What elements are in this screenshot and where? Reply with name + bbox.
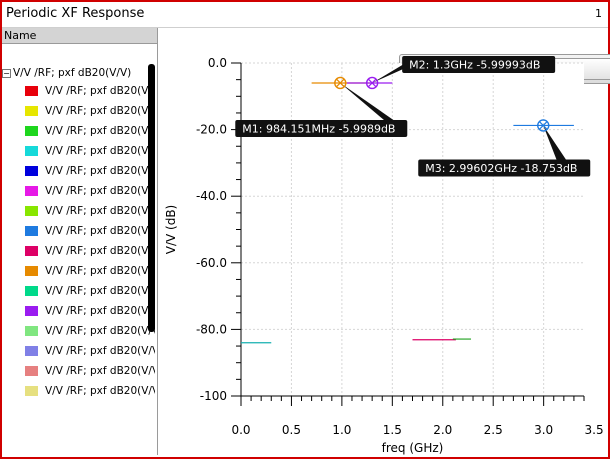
trace-list-item[interactable]: V/V /RF; pxf dB20(V/V)	[25, 201, 155, 221]
marker-callout-label: M3: 2.99602GHz -18.753dB	[425, 162, 577, 175]
trace-color-swatch[interactable]	[25, 266, 38, 276]
trace-label: V/V /RF; pxf dB20(V/V)	[45, 85, 155, 97]
x-tick-label: 0.0	[231, 423, 250, 437]
trace-color-swatch[interactable]	[25, 126, 38, 136]
y-axis-label: V/V (dB)	[164, 205, 178, 255]
trace-label: V/V /RF; pxf dB20(V/V)	[45, 385, 155, 397]
trace-list-item[interactable]: V/V /RF; pxf dB20(V/V)	[25, 161, 155, 181]
marker-cross	[539, 121, 548, 130]
trace-list-item[interactable]: V/V /RF; pxf dB20(V/V)	[25, 321, 155, 341]
trace-list-item[interactable]: V/V /RF; pxf dB20(V/V)	[25, 381, 155, 401]
marker-callout-box[interactable]	[418, 159, 591, 177]
x-tick-label: 2.0	[433, 423, 452, 437]
x-tick-label: 2.5	[484, 423, 503, 437]
trace-color-swatch[interactable]	[25, 286, 38, 296]
marker-point[interactable]	[365, 76, 379, 90]
tab-number[interactable]: 1	[595, 7, 602, 20]
x-tick-label: 0.5	[282, 423, 301, 437]
marker-callout-box[interactable]	[235, 119, 408, 137]
x-tick-label: 3.5	[585, 423, 604, 437]
y-tick-label: -40.0	[196, 189, 227, 203]
sidebar-scrollbar[interactable]	[148, 64, 155, 332]
trace-color-swatch[interactable]	[25, 246, 38, 256]
x-tick-label: 1.0	[332, 423, 351, 437]
trace-list-item[interactable]: V/V /RF; pxf dB20(V/V)	[25, 181, 155, 201]
trace-label: V/V /RF; pxf dB20(V/V)	[45, 345, 155, 357]
x-tick-label: 3.0	[534, 423, 553, 437]
trace-label: V/V /RF; pxf dB20(V/V)	[45, 145, 155, 157]
trace-label: V/V /RF; pxf dB20(V/V)	[45, 265, 155, 277]
trace-list-item[interactable]: V/V /RF; pxf dB20(V/V)	[25, 341, 155, 361]
trace-list-item[interactable]: V/V /RF; pxf dB20(V/V)	[25, 101, 155, 121]
trace-color-swatch[interactable]	[25, 346, 38, 356]
trace-color-swatch[interactable]	[25, 386, 38, 396]
trace-label: V/V /RF; pxf dB20(V/V)	[45, 285, 155, 297]
trace-color-swatch[interactable]	[25, 226, 38, 236]
trace-list-item[interactable]: V/V /RF; pxf dB20(V/V)	[25, 261, 155, 281]
trace-color-swatch[interactable]	[25, 306, 38, 316]
trace-list-item[interactable]: V/V /RF; pxf dB20(V/V)	[25, 361, 155, 381]
trace-label: V/V /RF; pxf dB20(V/V)	[45, 125, 155, 137]
collapse-icon[interactable]: −	[2, 68, 11, 78]
marker-leader	[543, 125, 568, 162]
trace-label: V/V /RF; pxf dB20(V/V)	[45, 185, 155, 197]
marker-callout-box[interactable]	[402, 55, 556, 73]
trace-color-swatch[interactable]	[25, 186, 38, 196]
trace-label: V/V /RF; pxf dB20(V/V)	[45, 205, 155, 217]
marker-point[interactable]	[537, 119, 550, 132]
trace-label: V/V /RF; pxf dB20(V/V)	[45, 225, 155, 237]
y-tick-label: -80.0	[196, 322, 227, 336]
plot-area[interactable]	[241, 63, 584, 396]
trace-color-swatch[interactable]	[25, 206, 38, 216]
x-tick-label: 1.5	[383, 423, 402, 437]
trace-label: V/V /RF; pxf dB20(V/V)	[45, 365, 155, 377]
trace-list-item[interactable]: V/V /RF; pxf dB20(V/V)	[25, 301, 155, 321]
trace-color-swatch[interactable]	[25, 86, 38, 96]
name-column-header[interactable]: Name	[2, 28, 157, 44]
x-axis-label: freq (GHz)	[382, 441, 444, 455]
tree-root-label: V/V /RF; pxf dB20(V/V)	[13, 67, 132, 79]
window-title: Periodic XF Response	[6, 6, 145, 21]
trace-color-swatch[interactable]	[25, 106, 38, 116]
marker-callout-label: M2: 1.3GHz -5.99993dB	[409, 58, 540, 71]
trace-label: V/V /RF; pxf dB20(V/V)	[45, 325, 155, 337]
trace-list-item[interactable]: V/V /RF; pxf dB20(V/V)	[25, 81, 155, 101]
trace-list-item[interactable]: V/V /RF; pxf dB20(V/V)	[25, 241, 155, 261]
trace-color-swatch[interactable]	[25, 166, 38, 176]
trace-list-panel: Name − V/V /RF; pxf dB20(V/V) V/V /RF; px…	[2, 28, 158, 455]
marker-cross	[336, 79, 345, 87]
trace-list-item[interactable]: V/V /RF; pxf dB20(V/V)	[25, 281, 155, 301]
title-bar: Periodic XF Response 1	[2, 2, 608, 28]
trace-list-item[interactable]: V/V /RF; pxf dB20(V/V)	[25, 141, 155, 161]
marker-cross	[368, 79, 377, 87]
y-tick-label: -20.0	[196, 123, 227, 137]
y-tick-label: -100	[200, 389, 227, 403]
y-tick-label: -60.0	[196, 256, 227, 270]
trace-color-swatch[interactable]	[25, 366, 38, 376]
trace-label: V/V /RF; pxf dB20(V/V)	[45, 305, 155, 317]
trace-list-item[interactable]: V/V /RF; pxf dB20(V/V)	[25, 221, 155, 241]
trace-list-item[interactable]: V/V /RF; pxf dB20(V/V)	[25, 121, 155, 141]
marker-leader	[340, 82, 397, 122]
trace-color-swatch[interactable]	[25, 326, 38, 336]
tree-root-item[interactable]: − V/V /RF; pxf dB20(V/V)	[2, 66, 131, 80]
trace-label: V/V /RF; pxf dB20(V/V)	[45, 245, 155, 257]
y-tick-label: 0.0	[208, 56, 227, 70]
trace-label: V/V /RF; pxf dB20(V/V)	[45, 105, 155, 117]
trace-color-swatch[interactable]	[25, 146, 38, 156]
marker-point[interactable]	[334, 76, 347, 90]
marker-callout-label: M1: 984.151MHz -5.9989dB	[242, 122, 395, 135]
trace-label: V/V /RF; pxf dB20(V/V)	[45, 165, 155, 177]
